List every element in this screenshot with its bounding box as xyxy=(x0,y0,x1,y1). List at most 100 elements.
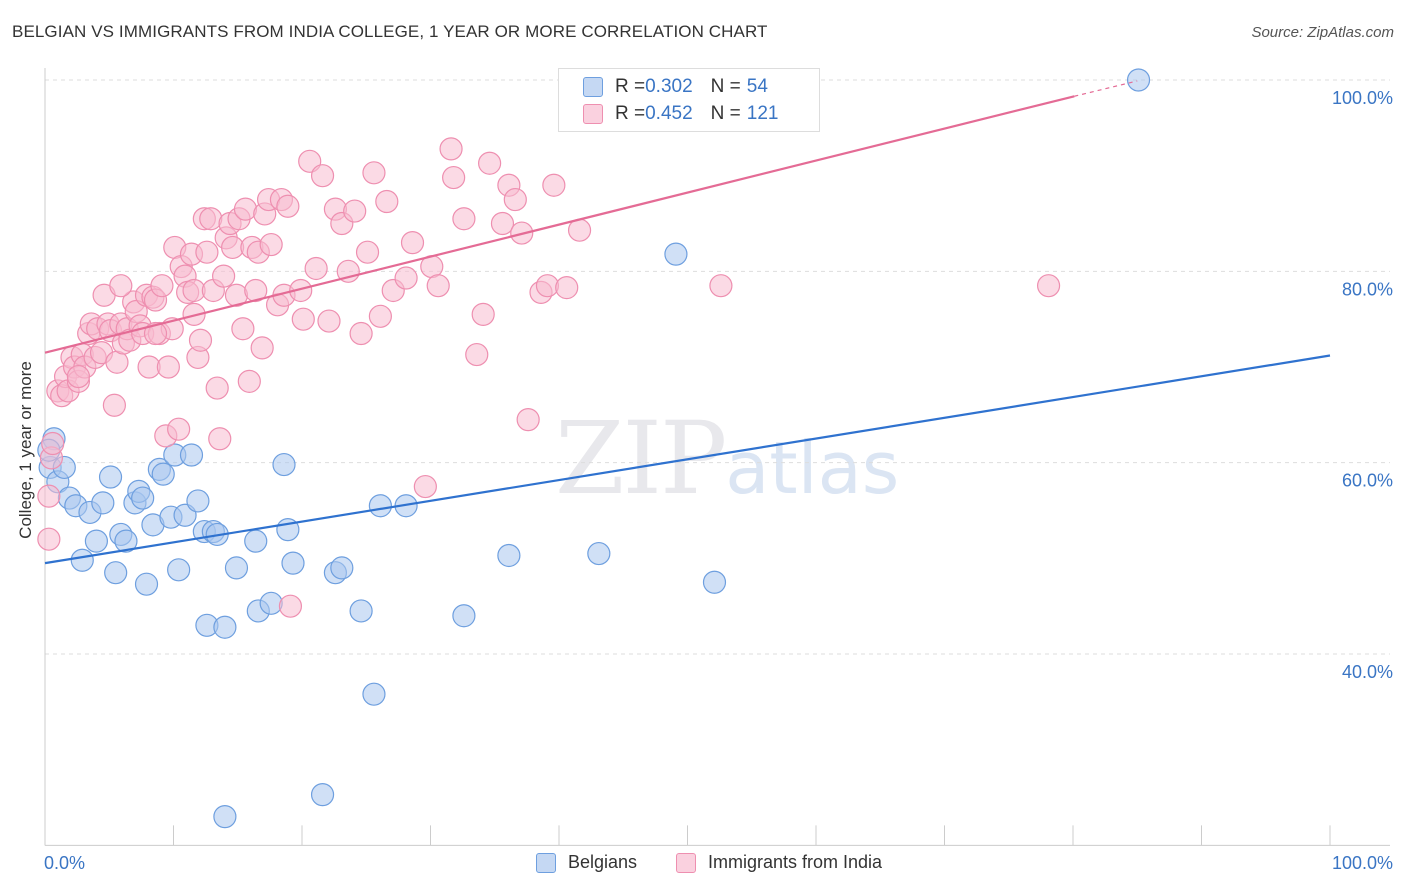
data-point xyxy=(413,474,437,499)
bottom-legend-india-label: Immigrants from India xyxy=(708,852,883,872)
legend-n-value: 121 xyxy=(746,103,779,124)
data-point xyxy=(276,194,300,218)
y-axis-label: College, 1 year or more xyxy=(16,361,35,539)
data-point xyxy=(259,232,283,257)
india-trend-line xyxy=(44,95,1075,354)
bottom-legend-india[interactable]: Immigrants from India xyxy=(676,852,882,873)
data-point xyxy=(349,321,373,346)
data-point xyxy=(188,328,213,352)
data-point xyxy=(394,266,418,290)
data-point xyxy=(104,561,128,585)
data-point xyxy=(208,427,232,451)
legend-n-value: 54 xyxy=(746,76,768,97)
data-point xyxy=(41,431,65,456)
data-point xyxy=(151,462,175,486)
data-point xyxy=(272,452,296,477)
data-point xyxy=(70,548,94,572)
data-point xyxy=(368,304,392,328)
y-tick-label: 80.0% xyxy=(1342,279,1393,299)
data-point xyxy=(587,541,611,566)
data-point xyxy=(702,570,727,594)
data-point xyxy=(114,529,138,553)
belgians-trend-line xyxy=(44,354,1331,565)
data-point xyxy=(497,543,521,568)
chart-title: BELGIAN VS IMMIGRANTS FROM INDIA COLLEGE… xyxy=(12,22,768,41)
data-point xyxy=(244,278,268,303)
legend: R = 0.302 N = 54 R = 0.452 N = 121 xyxy=(558,68,820,132)
data-point xyxy=(542,173,566,197)
data-point xyxy=(439,137,463,161)
data-point xyxy=(179,443,204,467)
legend-r-label: R = xyxy=(615,103,646,124)
y-tick-label: 100.0% xyxy=(1332,88,1393,108)
data-point xyxy=(1126,68,1151,92)
bottom-legend-belgians[interactable]: Belgians xyxy=(536,852,637,873)
data-point xyxy=(259,591,283,615)
data-point xyxy=(709,274,733,298)
legend-row-belgians: R = 0.302 N = 54 xyxy=(583,75,768,99)
data-point xyxy=(471,302,495,326)
data-point xyxy=(213,615,237,639)
india-swatch xyxy=(676,852,696,873)
belgians-points xyxy=(37,68,1151,829)
data-point xyxy=(317,309,341,333)
data-point xyxy=(503,187,527,212)
data-point xyxy=(91,491,115,515)
data-point xyxy=(281,551,305,575)
y-axis-label-wrap: College, 1 year or more xyxy=(14,0,40,892)
legend-n-label: N = xyxy=(710,76,741,97)
bottom-legend: Belgians Immigrants from India xyxy=(0,852,1406,878)
data-point xyxy=(205,376,229,400)
x-tick-label: 0.0% xyxy=(44,853,85,873)
data-point xyxy=(278,594,303,618)
data-point xyxy=(213,805,237,829)
data-point xyxy=(1036,274,1061,298)
source-label: Source: ZipAtlas.com xyxy=(1251,24,1394,41)
belgians-swatch xyxy=(583,77,603,97)
tick-labels: 40.0% 60.0% 80.0% 100.0% 0.0% 100.0% xyxy=(44,88,1393,873)
data-point xyxy=(233,197,258,221)
data-point xyxy=(199,207,223,231)
legend-n-label: N = xyxy=(710,103,741,124)
data-point xyxy=(490,211,515,236)
data-point xyxy=(368,494,392,518)
data-point xyxy=(250,336,274,360)
data-point xyxy=(355,240,380,264)
y-tick-label: 60.0% xyxy=(1342,471,1393,491)
belgians-swatch xyxy=(536,852,556,873)
legend-r-value: 0.452 xyxy=(645,103,693,124)
data-point xyxy=(182,302,206,326)
data-point xyxy=(375,189,399,214)
data-point xyxy=(186,489,210,513)
data-point xyxy=(426,274,450,298)
data-point xyxy=(109,274,133,298)
data-point xyxy=(143,321,168,346)
data-point xyxy=(150,274,174,298)
data-point xyxy=(66,364,91,389)
trend-lines xyxy=(44,80,1331,565)
data-point xyxy=(442,165,466,190)
data-point xyxy=(244,529,268,553)
legend-r-label: R = xyxy=(615,76,646,97)
data-point xyxy=(330,556,354,580)
data-point xyxy=(516,408,540,432)
data-point xyxy=(237,369,261,393)
data-point xyxy=(212,264,236,288)
data-point xyxy=(310,783,335,807)
data-point xyxy=(195,240,219,264)
x-tick-label: 100.0% xyxy=(1332,853,1393,873)
data-point xyxy=(102,393,126,417)
data-point xyxy=(452,604,476,628)
data-point xyxy=(98,465,123,489)
data-point xyxy=(535,274,560,298)
india-points xyxy=(37,137,1061,618)
data-point xyxy=(167,558,191,582)
data-point xyxy=(167,417,191,441)
data-point xyxy=(231,317,255,341)
data-point xyxy=(37,484,61,508)
data-point xyxy=(84,529,109,553)
data-point xyxy=(134,572,159,596)
india-trend-line-extension xyxy=(1074,80,1138,97)
data-point xyxy=(362,161,386,185)
